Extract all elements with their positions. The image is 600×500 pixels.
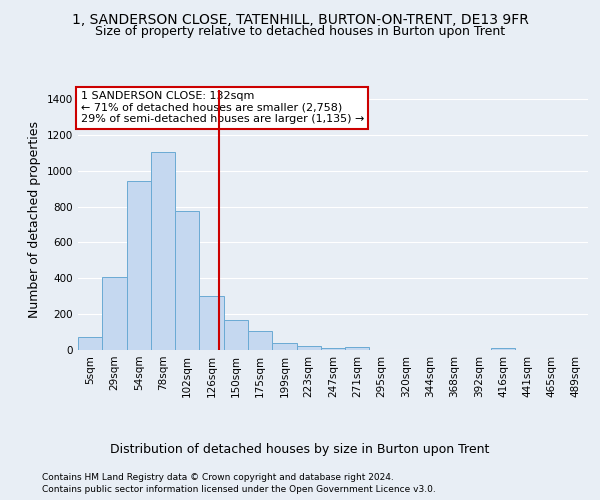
Y-axis label: Number of detached properties: Number of detached properties [28,122,41,318]
Bar [224,320,248,350]
Text: Contains HM Land Registry data © Crown copyright and database right 2024.: Contains HM Land Registry data © Crown c… [42,472,394,482]
Bar [491,348,515,350]
Bar [151,152,175,350]
Bar [78,338,102,350]
Text: 1 SANDERSON CLOSE: 132sqm
← 71% of detached houses are smaller (2,758)
29% of se: 1 SANDERSON CLOSE: 132sqm ← 71% of detac… [80,92,364,124]
Bar [296,346,321,350]
Bar [272,343,296,350]
Text: Size of property relative to detached houses in Burton upon Trent: Size of property relative to detached ho… [95,25,505,38]
Bar [248,331,272,350]
Bar [199,296,224,350]
Text: 1, SANDERSON CLOSE, TATENHILL, BURTON-ON-TRENT, DE13 9FR: 1, SANDERSON CLOSE, TATENHILL, BURTON-ON… [71,12,529,26]
Bar [321,348,345,350]
Text: Contains public sector information licensed under the Open Government Licence v3: Contains public sector information licen… [42,485,436,494]
Text: Distribution of detached houses by size in Burton upon Trent: Distribution of detached houses by size … [110,442,490,456]
Bar [175,211,199,350]
Bar [127,180,151,350]
Bar [102,278,127,350]
Bar [345,348,370,350]
